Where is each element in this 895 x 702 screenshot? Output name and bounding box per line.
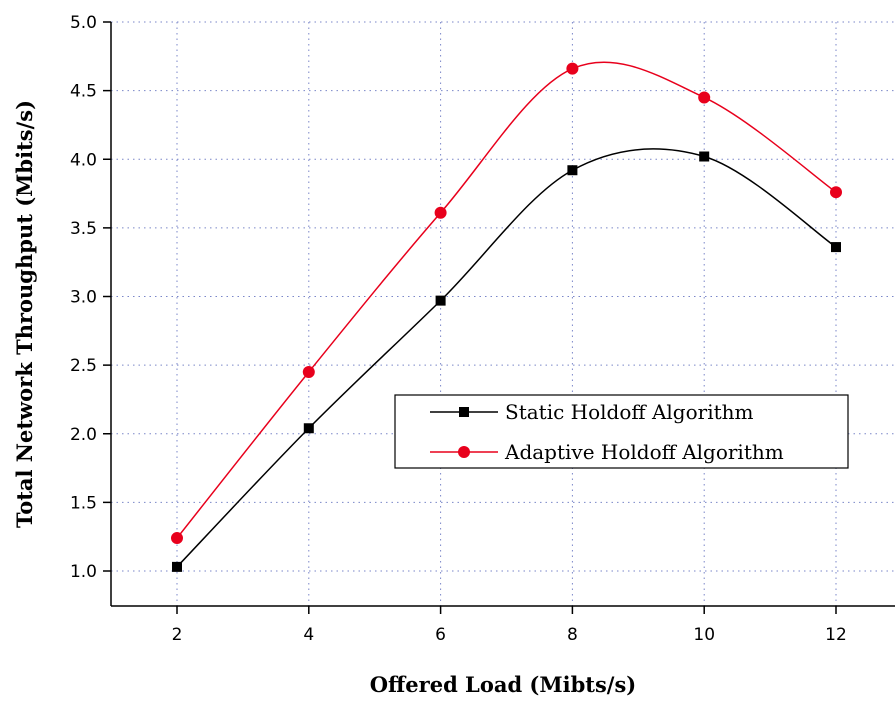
data-point-static	[567, 165, 578, 176]
data-point-adaptive	[302, 365, 315, 378]
legend-item-adaptive: Adaptive Holdoff Algorithm	[430, 440, 784, 464]
legend-label-static: Static Holdoff Algorithm	[505, 400, 754, 424]
x-tick-label: 8	[567, 625, 578, 645]
legend-box	[394, 394, 849, 469]
y-tick-label: 3.0	[70, 288, 97, 308]
y-tick-label: 3.5	[70, 219, 97, 239]
series	[171, 61, 842, 572]
axes	[110, 22, 895, 607]
data-point-adaptive	[566, 62, 579, 75]
x-tick-label: 10	[693, 625, 715, 645]
grid	[111, 21, 895, 606]
legend-marker-static	[459, 407, 469, 417]
data-point-adaptive	[434, 206, 447, 219]
data-point-static	[303, 423, 314, 434]
x-tick-label: 4	[303, 625, 314, 645]
data-point-static	[172, 561, 182, 572]
data-point-static	[831, 242, 841, 253]
y-tick-label: 4.0	[70, 150, 97, 170]
y-tick-label: 1.0	[70, 562, 97, 582]
data-point-static	[435, 295, 446, 306]
legend: Static Holdoff Algorithm Adaptive Holdof…	[394, 394, 849, 469]
x-tick-label: 6	[435, 625, 446, 645]
legend-item-static: Static Holdoff Algorithm	[430, 400, 754, 424]
data-point-adaptive	[171, 532, 183, 545]
y-axis-title: Total Network Throughput (Mbits/s)	[12, 100, 37, 528]
ticks: 2 4 6 8 10 12 1.0 1.5 2.0 2.5 3.0 3.5 4.0 4.5 5.0	[70, 13, 847, 645]
y-tick-label: 4.5	[70, 82, 97, 102]
y-tick-label: 2.0	[70, 425, 97, 445]
x-tick-label: 2	[172, 625, 183, 645]
legend-label-adaptive: Adaptive Holdoff Algorithm	[504, 440, 784, 464]
data-point-adaptive	[830, 186, 842, 199]
data-point-static	[699, 151, 710, 162]
y-tick-label: 5.0	[70, 13, 97, 33]
y-tick-label: 2.5	[70, 356, 97, 376]
x-tick-label: 12	[825, 625, 847, 645]
series-line-static	[176, 148, 837, 568]
y-tick-label: 1.5	[70, 493, 97, 513]
legend-marker-adaptive	[458, 446, 470, 458]
data-point-adaptive	[698, 91, 711, 104]
x-axis-title: Offered Load (Mibts/s)	[370, 672, 636, 697]
